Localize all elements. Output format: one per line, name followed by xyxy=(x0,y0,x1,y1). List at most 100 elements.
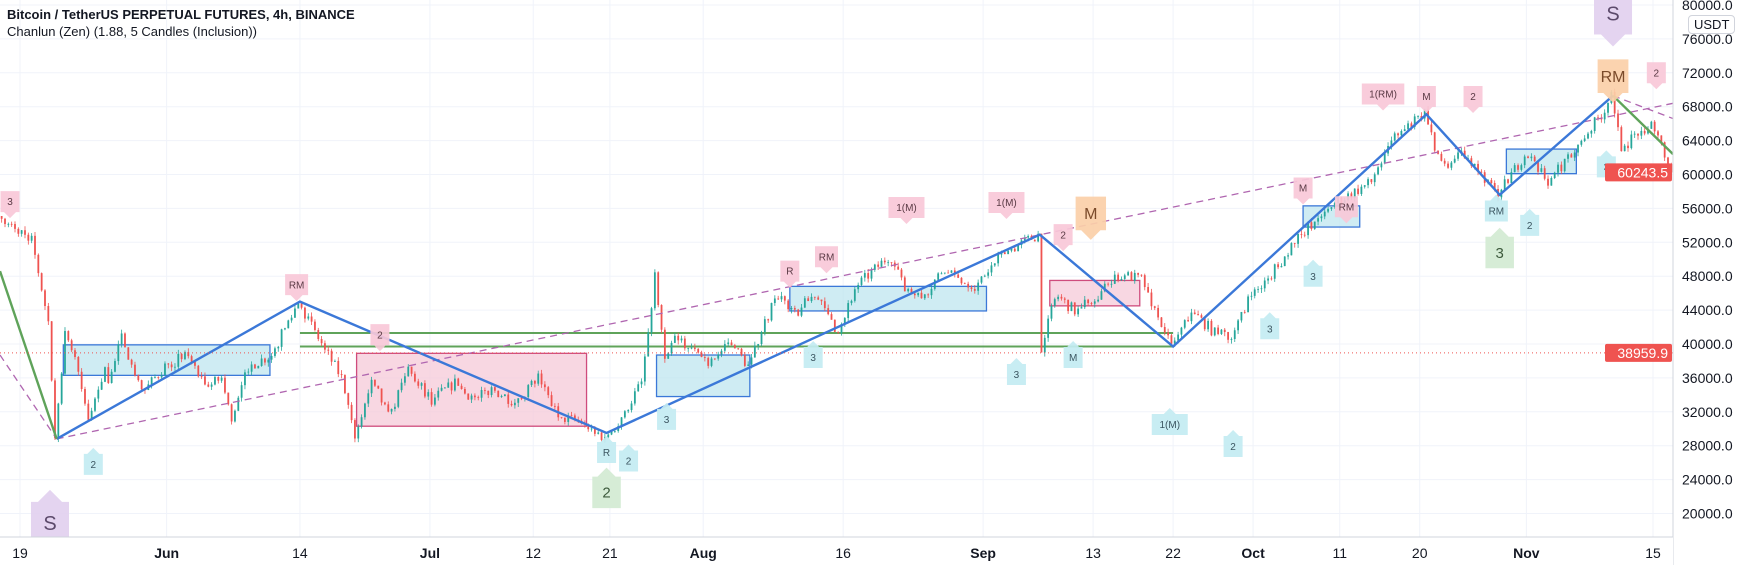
signal-marker[interactable] xyxy=(657,402,677,430)
candle xyxy=(1473,163,1476,166)
signal-marker-label: 2 xyxy=(626,457,632,468)
signal-marker[interactable] xyxy=(1520,208,1540,236)
candle xyxy=(1443,160,1446,164)
signal-marker[interactable] xyxy=(30,489,69,544)
candle xyxy=(1503,179,1506,190)
candle xyxy=(1013,248,1016,252)
candle xyxy=(547,387,550,396)
candle xyxy=(1393,133,1396,141)
signal-marker[interactable] xyxy=(1485,227,1514,269)
signal-marker[interactable] xyxy=(1646,62,1666,90)
candle xyxy=(164,363,166,376)
candle xyxy=(1403,129,1406,131)
candle xyxy=(467,393,470,400)
signal-marker-label: RM xyxy=(1601,69,1626,86)
candle xyxy=(1003,252,1006,255)
candle xyxy=(1537,161,1539,172)
time-tick-label: 22 xyxy=(1165,545,1181,561)
candle xyxy=(1290,243,1293,256)
time-tick-label: 21 xyxy=(602,545,618,561)
candle xyxy=(1117,274,1120,281)
signal-marker[interactable] xyxy=(597,435,617,463)
signal-marker[interactable] xyxy=(1361,83,1405,111)
price-tick-label: 36000.0 xyxy=(1682,370,1733,386)
signal-marker[interactable] xyxy=(1063,341,1083,369)
candle xyxy=(927,294,930,296)
indicator-title[interactable]: Chanlun (Zen) (1.88, 5 Candles (Inclusio… xyxy=(7,24,258,39)
candle xyxy=(1627,145,1629,149)
candle xyxy=(217,377,220,381)
signal-marker[interactable] xyxy=(803,341,823,369)
candle xyxy=(1663,142,1666,158)
candle xyxy=(24,230,26,235)
signal-marker[interactable] xyxy=(1223,430,1243,458)
candle xyxy=(254,364,256,369)
candle xyxy=(1220,329,1223,334)
candle xyxy=(820,299,823,302)
candle xyxy=(1050,305,1053,319)
signal-marker[interactable] xyxy=(285,274,309,302)
trend-line-dashed xyxy=(1612,95,1674,120)
signal-marker[interactable] xyxy=(619,444,639,472)
candle xyxy=(167,363,170,365)
candle xyxy=(230,404,233,422)
candle xyxy=(1180,327,1183,335)
candle xyxy=(1447,163,1449,168)
signal-marker[interactable] xyxy=(815,246,839,274)
candle xyxy=(543,384,546,388)
candle xyxy=(1060,296,1063,299)
signal-marker[interactable] xyxy=(1053,224,1073,252)
candle xyxy=(450,382,453,391)
signal-marker[interactable] xyxy=(1303,259,1323,287)
candle xyxy=(717,354,720,359)
candle xyxy=(1130,272,1133,281)
candle xyxy=(1593,117,1596,131)
candle xyxy=(277,346,280,349)
signal-marker[interactable] xyxy=(1463,86,1483,114)
candle xyxy=(424,383,426,397)
candle xyxy=(30,235,33,241)
signal-marker[interactable] xyxy=(1260,312,1280,340)
signal-marker[interactable] xyxy=(780,260,800,288)
signal-marker[interactable] xyxy=(1594,0,1633,47)
signal-marker[interactable] xyxy=(888,197,925,225)
candle xyxy=(1193,312,1196,315)
signal-marker[interactable] xyxy=(1151,408,1188,436)
candle xyxy=(240,385,243,398)
candle xyxy=(700,352,703,358)
signal-marker[interactable] xyxy=(83,447,103,475)
candle xyxy=(790,308,793,310)
candle xyxy=(973,288,976,291)
currency-badge[interactable]: USDT xyxy=(1688,15,1736,34)
candle xyxy=(130,359,133,365)
time-tick-label: 16 xyxy=(835,545,851,561)
candle xyxy=(903,277,906,292)
candle xyxy=(1330,207,1333,209)
signal-marker[interactable] xyxy=(1293,177,1313,205)
candle xyxy=(280,329,283,347)
signal-marker[interactable] xyxy=(0,191,20,219)
candle xyxy=(733,345,736,349)
signal-marker[interactable] xyxy=(1597,59,1629,103)
signal-marker[interactable] xyxy=(370,324,390,352)
candle xyxy=(367,393,370,404)
candle xyxy=(800,307,803,316)
signal-marker[interactable] xyxy=(592,467,621,509)
candle xyxy=(687,347,690,349)
price-axis[interactable] xyxy=(1673,0,1744,565)
signal-marker[interactable] xyxy=(1075,196,1107,240)
candle xyxy=(777,298,780,300)
signal-marker[interactable] xyxy=(1006,358,1026,386)
price-tick-label: 52000.0 xyxy=(1682,234,1733,250)
pivot-zone-box-down xyxy=(355,352,588,427)
candle xyxy=(597,432,600,434)
signal-marker[interactable] xyxy=(1484,194,1508,222)
time-axis[interactable] xyxy=(0,537,1673,565)
candle xyxy=(703,357,706,358)
candle xyxy=(207,384,210,387)
signal-marker[interactable] xyxy=(1416,86,1436,114)
signal-marker[interactable] xyxy=(988,191,1025,219)
signal-marker[interactable] xyxy=(1334,196,1358,224)
candle xyxy=(324,343,326,350)
